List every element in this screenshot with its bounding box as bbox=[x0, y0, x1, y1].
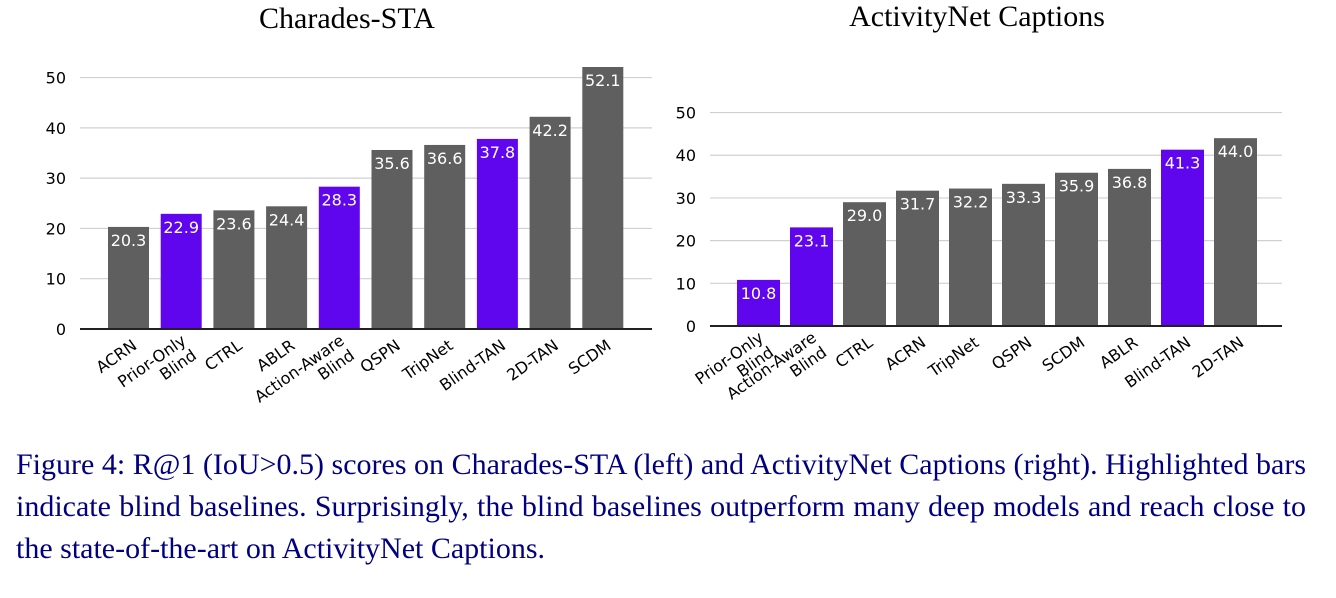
bar-value-label: 32.2 bbox=[953, 193, 989, 212]
bar bbox=[737, 279, 780, 326]
bar-value-label: 35.6 bbox=[374, 154, 410, 173]
bar bbox=[582, 67, 624, 329]
bar bbox=[949, 188, 992, 326]
bar-value-label: 33.3 bbox=[1006, 188, 1042, 207]
figure-charts: Charades-STA0102030405020.3ACRN22.9Prior… bbox=[46, 0, 1282, 421]
bar-value-label: 42.2 bbox=[532, 121, 568, 140]
x-category-label: QSPN bbox=[988, 333, 1035, 374]
y-tick-label: 40 bbox=[676, 146, 696, 165]
figure-caption: Figure 4: R@1 (IoU>0.5) scores on Charad… bbox=[16, 448, 1306, 565]
y-tick-label: 30 bbox=[46, 169, 66, 188]
y-tick-label: 40 bbox=[46, 119, 66, 138]
x-category-label: TripNet bbox=[924, 333, 982, 382]
x-category-label: CTRL bbox=[201, 336, 246, 375]
y-tick-label: 0 bbox=[686, 317, 696, 336]
bar bbox=[1108, 168, 1151, 326]
y-tick-label: 50 bbox=[46, 69, 66, 88]
y-tick-label: 0 bbox=[56, 320, 66, 339]
x-category-label: ACRN bbox=[882, 333, 930, 374]
chart-activitynet-captions: ActivityNet Captions0102030405010.8Prior… bbox=[676, 0, 1282, 403]
x-category-label: 2D-TAN bbox=[1189, 333, 1248, 382]
y-tick-label: 30 bbox=[676, 189, 696, 208]
bar bbox=[213, 210, 255, 329]
bar-value-label: 36.6 bbox=[427, 149, 463, 168]
bar-value-label: 28.3 bbox=[321, 191, 357, 210]
y-tick-label: 20 bbox=[46, 219, 66, 238]
x-category-label: SCDM bbox=[565, 336, 615, 379]
bar-value-label: 22.9 bbox=[163, 218, 199, 237]
bar bbox=[843, 202, 886, 326]
bar-value-label: 31.7 bbox=[900, 195, 936, 214]
bar bbox=[318, 186, 360, 329]
chart-title: Charades-STA bbox=[259, 2, 435, 35]
bar bbox=[896, 190, 939, 326]
bar bbox=[266, 206, 308, 329]
x-category-label: CTRL bbox=[832, 333, 877, 372]
x-category-label: 2D-TAN bbox=[503, 336, 562, 385]
x-category-label: Action-AwareBlind bbox=[251, 331, 358, 421]
bar bbox=[1214, 138, 1257, 326]
bar-value-label: 20.3 bbox=[111, 231, 147, 250]
y-tick-label: 20 bbox=[676, 232, 696, 251]
bar-value-label: 35.9 bbox=[1059, 177, 1095, 196]
bar-value-label: 41.3 bbox=[1165, 154, 1201, 173]
bar bbox=[1161, 149, 1204, 326]
bar-value-label: 10.8 bbox=[741, 284, 777, 303]
bar bbox=[160, 213, 202, 329]
bar-value-label: 29.0 bbox=[847, 206, 883, 225]
bar bbox=[476, 138, 518, 329]
bar-value-label: 24.4 bbox=[269, 210, 305, 229]
bar-value-label: 23.6 bbox=[216, 214, 252, 233]
chart-charades-sta: Charades-STA0102030405020.3ACRN22.9Prior… bbox=[46, 2, 652, 421]
bar-value-label: 23.1 bbox=[794, 231, 830, 250]
bar bbox=[790, 227, 833, 326]
bar-value-label: 37.8 bbox=[480, 143, 516, 162]
bar bbox=[529, 116, 571, 329]
bar-value-label: 52.1 bbox=[585, 71, 621, 90]
bar-value-label: 44.0 bbox=[1218, 142, 1254, 161]
chart-title: ActivityNet Captions bbox=[849, 0, 1105, 33]
x-category-label: QSPN bbox=[356, 336, 403, 377]
bar bbox=[424, 144, 466, 329]
bar bbox=[108, 226, 149, 329]
bar bbox=[1002, 183, 1045, 326]
y-tick-label: 50 bbox=[676, 104, 696, 123]
y-tick-label: 10 bbox=[676, 274, 696, 293]
x-category-label: SCDM bbox=[1038, 333, 1088, 376]
bar bbox=[1055, 172, 1098, 326]
y-tick-label: 10 bbox=[46, 270, 66, 289]
bar-value-label: 36.8 bbox=[1112, 173, 1148, 192]
bar bbox=[371, 149, 413, 329]
